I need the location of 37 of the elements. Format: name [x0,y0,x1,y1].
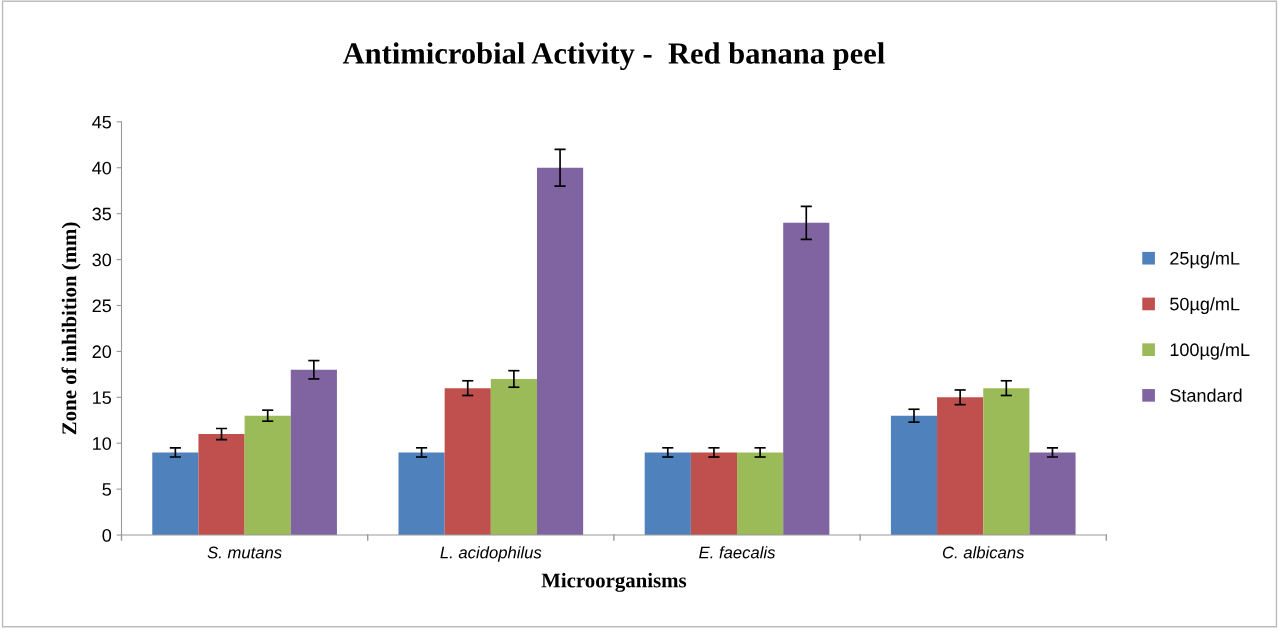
x-tick-label: S. mutans [207,546,282,559]
bar [890,415,938,536]
bar [398,452,445,536]
y-tick-label: 15 [93,391,112,405]
bar [644,452,691,536]
y-tick-label: 30 [92,253,112,267]
y-tick-label: 10 [93,437,112,450]
bar [783,222,830,536]
chart-title: Antimicrobial Activity - Red banana peel [342,42,885,71]
x-axis-title: Microorganisms [541,572,687,592]
x-tick-label: L. acidophilus [440,546,542,562]
bar [490,378,537,536]
y-tick-label: 5 [102,483,112,496]
legend-label: 100µg/mL [1170,342,1250,360]
bar [937,397,984,536]
bar [290,369,337,536]
legend-label: Standard [1170,388,1242,402]
bar [690,452,738,536]
y-tick-label: 40 [92,161,112,175]
x-tick-label: C. albicans [942,546,1025,559]
bar [244,415,291,536]
y-tick-label: 0 [102,528,112,542]
bar [536,167,584,536]
legend-label: 25µg/mL [1170,251,1240,269]
bar [983,388,1030,536]
bar [737,452,784,536]
bar [198,434,245,536]
bar [152,452,199,536]
legend-label: 50µg/mL [1170,297,1240,314]
y-tick-label: 20 [92,345,112,359]
x-tick-label: E. faecalis [699,546,776,559]
y-tick-label: 25 [92,299,112,313]
bar [444,388,491,536]
bar [1029,452,1076,536]
y-axis-title: Zone of inhibition (mm) [61,222,81,435]
y-tick-label: 35 [92,207,112,221]
y-tick-label: 45 [92,115,112,129]
